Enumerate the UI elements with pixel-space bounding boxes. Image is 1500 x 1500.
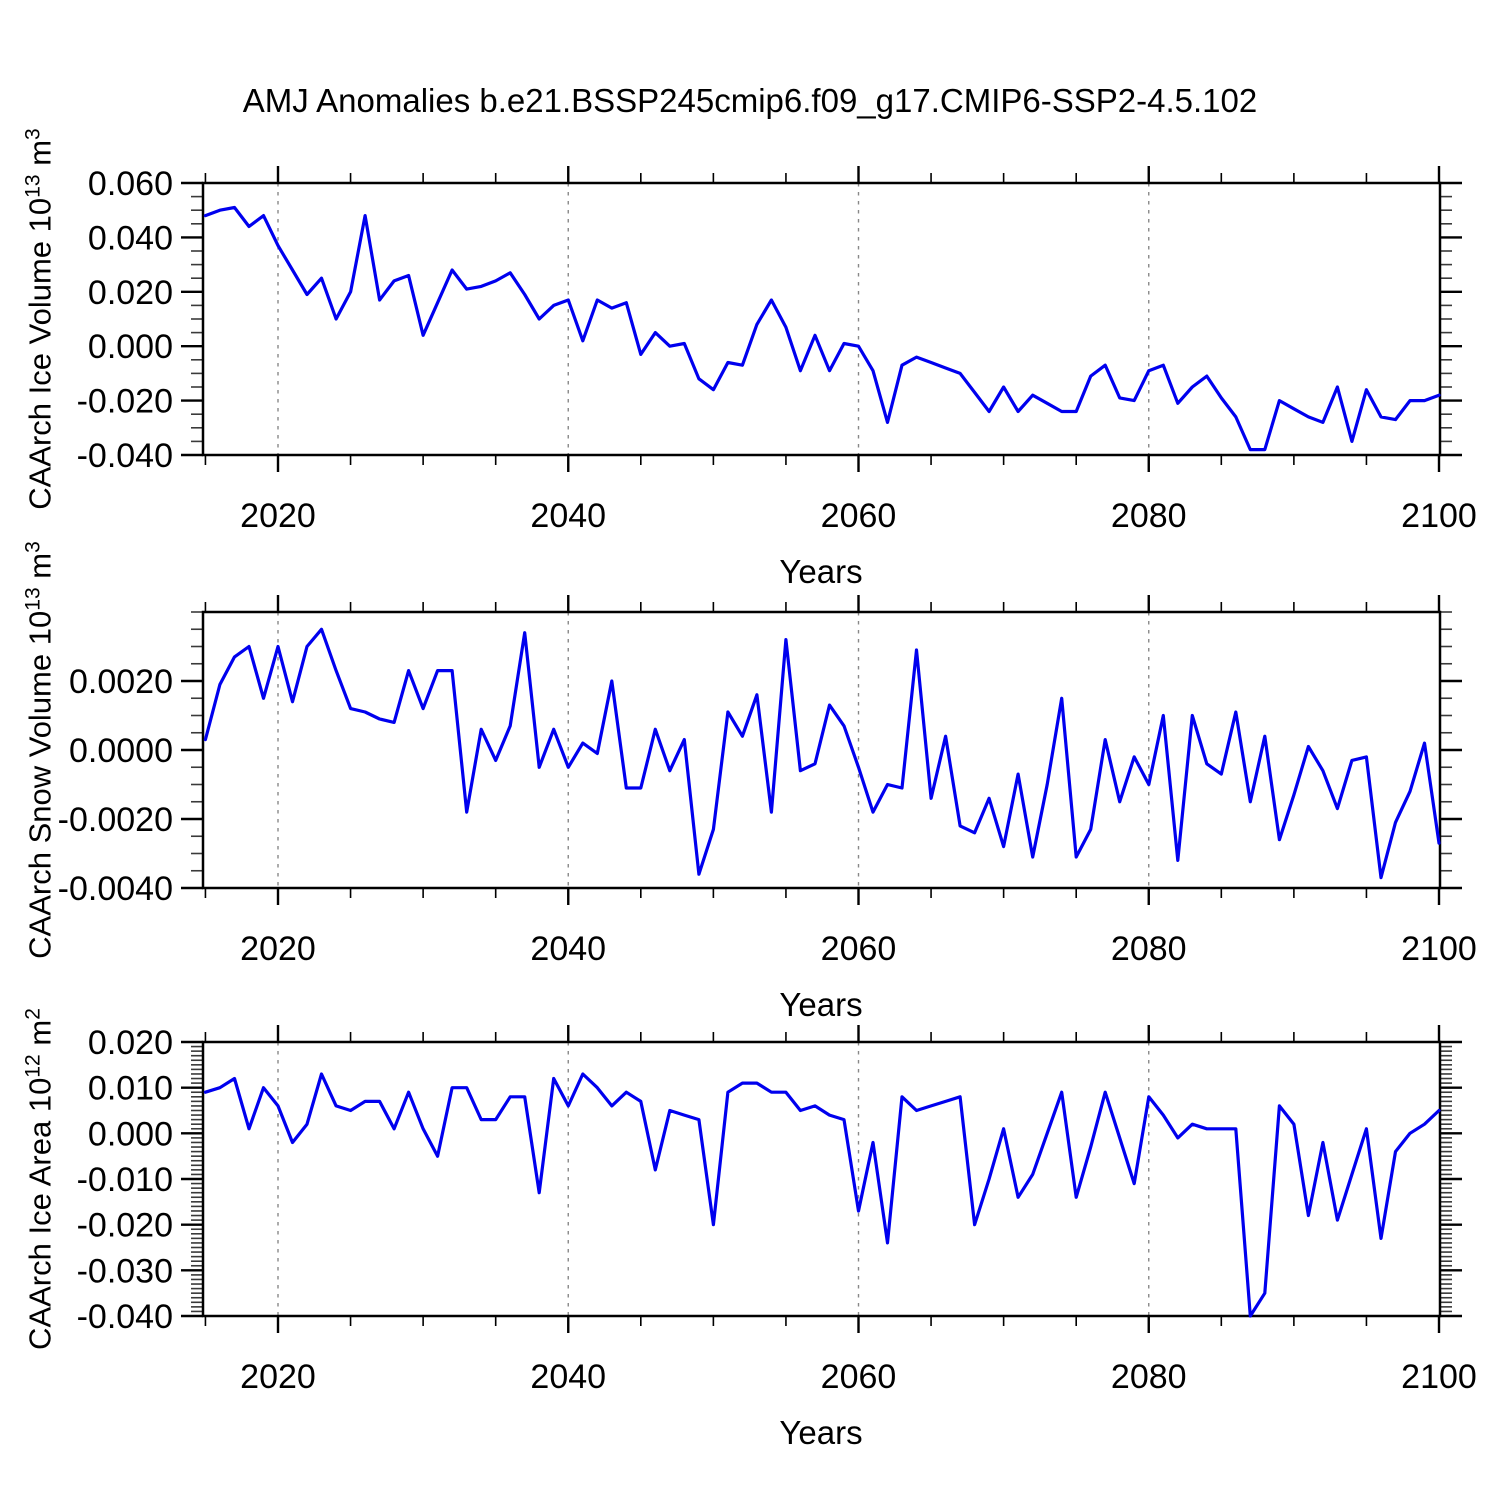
y-tick-label: -0.020 xyxy=(77,1207,173,1245)
y-tick-label: 0.020 xyxy=(88,1024,173,1062)
x-tick-label: 2020 xyxy=(240,930,316,968)
y-tick-label: 0.0000 xyxy=(69,732,173,770)
axis-frame xyxy=(201,1040,1442,1318)
y-tick-label: 0.010 xyxy=(88,1070,173,1108)
y-tick-label: -0.040 xyxy=(77,1298,173,1336)
x-axis-label-years-top: Years xyxy=(779,553,863,590)
x-tick-label: 2100 xyxy=(1401,1358,1477,1396)
y-tick-label: -0.0040 xyxy=(58,870,173,908)
y-tick-label: -0.040 xyxy=(77,437,173,475)
x-axis-label-years-bottom: Years xyxy=(779,1414,863,1451)
x-tick-label: 2100 xyxy=(1401,930,1477,968)
x-tick-label: 2060 xyxy=(821,497,897,535)
data-line-series xyxy=(203,627,1441,880)
y-tick-label: -0.030 xyxy=(77,1252,173,1290)
x-tick-label: 2060 xyxy=(821,1358,897,1396)
x-axis-label-years-middle: Years xyxy=(779,986,863,1023)
x-tick-label: 2040 xyxy=(530,1358,606,1396)
y-tick-label: 0.0020 xyxy=(69,663,173,701)
data-line-series xyxy=(203,205,1441,452)
x-tick-label: 2080 xyxy=(1111,930,1187,968)
y-tick-label: -0.020 xyxy=(77,383,173,421)
x-tick-label: 2060 xyxy=(821,930,897,968)
x-tick-label: 2100 xyxy=(1401,497,1477,535)
y-tick-label: 0.000 xyxy=(88,1115,173,1153)
figure-title: AMJ Anomalies b.e21.BSSP245cmip6.f09_g17… xyxy=(242,82,1258,119)
data-line-series xyxy=(203,1072,1441,1318)
y-tick-label: -0.0020 xyxy=(58,801,173,839)
y-tick-label: 0.020 xyxy=(88,274,173,312)
axis-frame xyxy=(201,610,1442,890)
x-tick-label: 2080 xyxy=(1111,1358,1187,1396)
axis-frame xyxy=(201,181,1442,457)
y-tick-label: 0.000 xyxy=(88,328,173,366)
x-tick-label: 2040 xyxy=(530,930,606,968)
y-tick-label: 0.060 xyxy=(88,165,173,203)
x-tick-label: 2020 xyxy=(240,1358,316,1396)
x-tick-label: 2040 xyxy=(530,497,606,535)
x-tick-label: 2020 xyxy=(240,497,316,535)
y-tick-label: 0.040 xyxy=(88,219,173,257)
y-tick-label: -0.010 xyxy=(77,1161,173,1199)
x-tick-label: 2080 xyxy=(1111,497,1187,535)
